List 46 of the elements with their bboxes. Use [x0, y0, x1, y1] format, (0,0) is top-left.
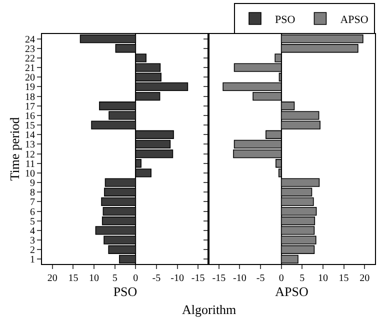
- text: Algorithm: [182, 302, 236, 317]
- y-tick-label: 8: [30, 188, 35, 199]
- x-tick-label: -5: [256, 273, 265, 284]
- x-tick-label: 5: [112, 273, 118, 284]
- x-axis-title: APSO: [275, 284, 308, 299]
- y-tick-label: 4: [30, 226, 35, 237]
- x-tick-label: 0: [278, 273, 284, 284]
- y-tick-label: 10: [25, 168, 35, 180]
- y-tick-label: 17: [25, 101, 35, 112]
- y-tick-label: 5: [30, 216, 35, 228]
- x-tick-label: 20: [47, 273, 58, 284]
- y-tick-label: 11: [25, 158, 35, 170]
- y-tick-label: 3: [30, 236, 35, 247]
- y-tick-label: 1: [30, 254, 35, 266]
- y-tick-label: 7: [30, 197, 35, 208]
- x-tick-label: -5: [152, 273, 161, 284]
- y-tick-label: 24: [25, 34, 35, 46]
- y-tick-label: 2: [30, 245, 35, 256]
- x-tick-label: 20: [360, 273, 370, 284]
- y-tick-label: 18: [25, 92, 35, 103]
- y-tick-label: 20: [25, 72, 35, 84]
- x-tick-label: 5: [300, 273, 305, 284]
- y-tick-label: 15: [25, 120, 35, 132]
- y-tick-label: 12: [25, 149, 35, 160]
- y-tick-label: 16: [25, 110, 35, 122]
- y-tick-label: 23: [25, 44, 35, 55]
- x-tick-label: 15: [68, 273, 78, 284]
- y-axis-title: Time period: [6, 116, 22, 181]
- legend-label: PSO: [275, 14, 296, 26]
- x-tick-label: -15: [212, 273, 226, 284]
- y-tick-label: 21: [25, 63, 35, 74]
- x-tick-label: -10: [170, 273, 184, 284]
- y-tick-label: 19: [25, 82, 35, 94]
- x-axis-title: PSO: [113, 284, 138, 299]
- x-tick-label: 15: [338, 273, 349, 284]
- x-tick-label: 10: [89, 273, 100, 284]
- y-tick-label: 9: [30, 178, 35, 190]
- y-tick-label: 13: [25, 140, 35, 151]
- x-tick-label: 10: [318, 273, 328, 284]
- x-tick-label: 0: [133, 273, 138, 284]
- legend-label: APSO: [340, 14, 368, 26]
- y-tick-label: 22: [25, 53, 35, 64]
- y-tick-label: 6: [30, 206, 35, 218]
- x-tick-label: -15: [191, 273, 205, 284]
- y-tick-label: 14: [25, 130, 35, 142]
- x-tick-label: -10: [233, 273, 246, 284]
